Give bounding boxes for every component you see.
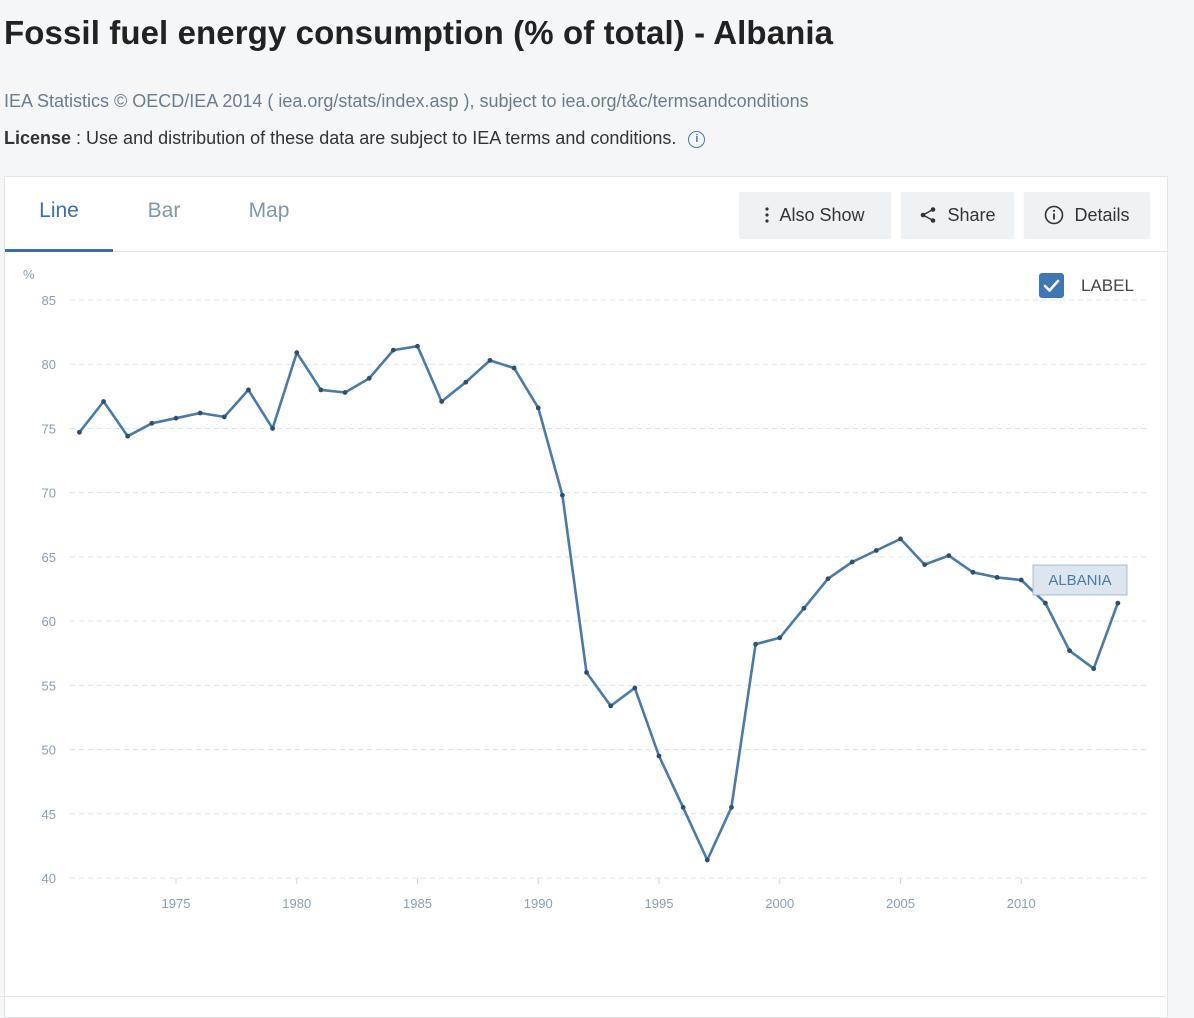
data-point	[729, 804, 734, 810]
data-point	[656, 753, 662, 759]
y-tick-label: 60	[42, 614, 56, 629]
data-point	[366, 375, 372, 381]
tab-map[interactable]: Map	[248, 199, 290, 222]
data-point	[463, 379, 469, 385]
x-tick-label: 1975	[162, 896, 191, 911]
tabs-bar: Line Bar Map Also Show Share Details	[5, 177, 1167, 252]
x-tick-label: 2010	[1007, 896, 1036, 911]
details-button[interactable]: Details	[1024, 192, 1150, 238]
data-point	[898, 536, 903, 542]
y-tick-label: 65	[42, 550, 56, 565]
data-point	[487, 357, 493, 363]
data-point	[439, 399, 445, 404]
data-point	[173, 415, 179, 421]
data-point	[77, 429, 82, 435]
page-title: Fossil fuel energy consumption (% of tot…	[4, 14, 834, 51]
also-show-label: Also Show	[779, 204, 865, 225]
data-point	[1018, 577, 1024, 583]
data-point	[1091, 666, 1097, 672]
y-tick-label: 80	[42, 357, 56, 372]
x-tick-label: 2000	[765, 896, 794, 911]
info-icon[interactable]: i	[688, 131, 706, 148]
y-tick-label: 40	[42, 871, 56, 886]
y-axis-label: %	[23, 267, 35, 282]
x-tick-label: 1990	[524, 896, 553, 911]
data-point	[680, 804, 686, 810]
tab-line[interactable]: Line	[5, 177, 113, 252]
data-point	[415, 343, 420, 349]
data-point	[946, 553, 952, 559]
y-tick-label: 55	[42, 678, 56, 693]
license-text: : Use and distribution of these data are…	[71, 128, 677, 148]
data-point	[849, 559, 855, 565]
y-tick-label: 45	[42, 807, 56, 822]
data-point	[632, 685, 638, 691]
data-point	[1067, 648, 1072, 654]
series-line	[78, 344, 1120, 862]
checkmark-icon	[1043, 279, 1060, 292]
label-toggle[interactable]: LABEL	[1039, 273, 1134, 298]
card-bottom-divider	[0, 996, 1166, 997]
share-label: Share	[947, 204, 996, 225]
data-point	[318, 387, 324, 393]
x-tick-label: 1980	[282, 896, 311, 911]
y-tick-label: 85	[42, 293, 56, 308]
data-point	[584, 670, 589, 675]
x-tick-label: 1985	[403, 896, 432, 911]
data-point	[873, 548, 879, 553]
series-label: ALBANIA	[1048, 572, 1111, 589]
license-line: License : Use and distribution of these …	[4, 128, 706, 149]
data-point	[246, 387, 251, 393]
data-point	[197, 410, 203, 416]
share-icon	[919, 206, 937, 224]
data-point	[922, 562, 928, 567]
data-point	[1043, 600, 1048, 606]
data-point	[777, 635, 783, 641]
data-point	[149, 420, 155, 426]
data-point	[753, 641, 758, 647]
x-tick-label: 1995	[645, 896, 674, 911]
data-point	[390, 347, 396, 353]
label-checkbox[interactable]	[1039, 273, 1064, 298]
series-label-box	[1032, 564, 1128, 596]
y-tick-label: 70	[42, 486, 56, 501]
data-point	[994, 575, 1000, 580]
tab-bar[interactable]: Bar	[147, 199, 181, 222]
data-point	[270, 426, 275, 431]
data-point	[1115, 600, 1121, 606]
data-point	[704, 857, 710, 863]
data-point	[535, 405, 541, 411]
data-point	[125, 433, 131, 439]
share-button[interactable]: Share	[901, 192, 1014, 238]
y-tick-label: 50	[42, 743, 56, 758]
license-label: License	[4, 128, 72, 148]
data-point	[825, 576, 831, 582]
data-point	[608, 703, 614, 709]
y-tick-label: 75	[42, 421, 56, 436]
details-label: Details	[1074, 204, 1130, 225]
also-show-button[interactable]: Also Show	[739, 192, 891, 238]
data-point	[801, 605, 807, 611]
data-point	[294, 350, 300, 356]
x-tick-label: 2005	[886, 896, 915, 911]
data-point	[511, 365, 517, 371]
info-circle-icon	[1044, 205, 1064, 225]
more-vertical-icon	[765, 207, 770, 223]
label-toggle-text: LABEL	[1081, 275, 1134, 295]
data-point	[970, 569, 976, 575]
data-point	[560, 492, 565, 498]
source-attribution: IEA Statistics © OECD/IEA 2014 ( iea.org…	[4, 91, 809, 111]
data-point	[101, 399, 106, 404]
data-point	[342, 390, 348, 395]
data-point	[221, 414, 227, 420]
